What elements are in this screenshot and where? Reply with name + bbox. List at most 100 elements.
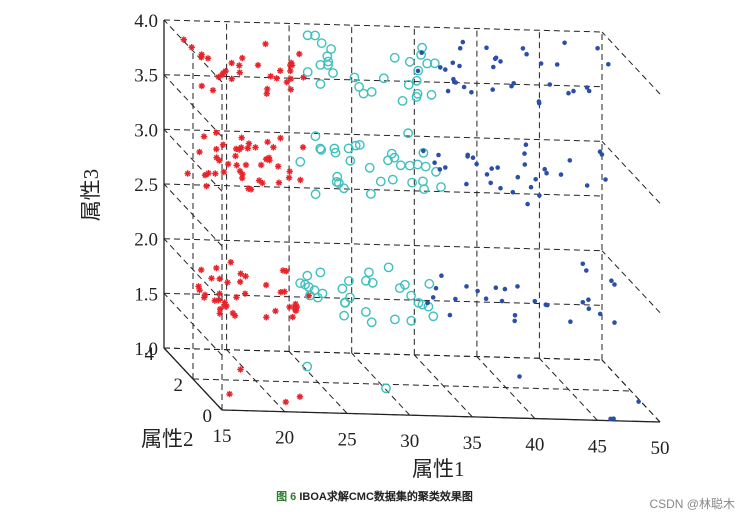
data-point — [558, 172, 564, 177]
data-point — [464, 284, 469, 289]
back-wall-grid-line — [163, 183, 603, 197]
data-point — [415, 68, 421, 74]
data-point — [411, 75, 422, 86]
data-point — [256, 177, 263, 184]
data-point — [262, 40, 269, 48]
data-point — [493, 285, 499, 291]
data-point — [490, 87, 496, 92]
data-point — [215, 297, 222, 304]
data-point — [403, 128, 413, 139]
data-point — [264, 138, 271, 146]
data-point — [245, 140, 253, 147]
data-point — [447, 312, 453, 318]
data-point — [365, 188, 376, 199]
data-point — [404, 56, 415, 67]
data-point — [464, 181, 469, 187]
data-point — [498, 59, 503, 64]
data-point — [483, 296, 489, 302]
data-point — [310, 30, 320, 41]
data-point — [220, 168, 227, 176]
data-point — [567, 158, 573, 163]
y-tick-label: 0 — [203, 406, 213, 427]
data-point — [349, 72, 360, 83]
z-tick-label: 4.0 — [134, 11, 158, 32]
z-axis-ticks: 1.0 1.5 2.0 2.5 3.0 3.5 4.0 — [134, 11, 158, 360]
data-point — [287, 67, 294, 75]
data-point — [201, 294, 208, 301]
z-tick-label: 2.0 — [134, 230, 158, 251]
data-point — [528, 184, 534, 190]
data-point — [297, 176, 304, 184]
data-point — [275, 163, 282, 170]
data-point — [554, 62, 560, 67]
data-point — [387, 174, 398, 185]
data-point — [488, 180, 494, 186]
data-point — [204, 55, 212, 62]
data-point — [460, 39, 466, 45]
x-tick-label: 45 — [588, 436, 607, 457]
left-wall-grid-line — [163, 292, 223, 356]
data-point — [200, 133, 208, 140]
data-point — [426, 89, 437, 100]
back-wall-grid-line — [163, 19, 603, 33]
data-point — [331, 176, 342, 187]
data-point — [184, 170, 191, 177]
data-point — [584, 268, 589, 273]
data-point — [451, 76, 456, 82]
data-point — [238, 134, 245, 141]
data-point — [417, 176, 428, 187]
data-point — [438, 65, 443, 70]
data-point — [517, 374, 522, 379]
data-point — [205, 170, 212, 177]
data-point — [489, 166, 495, 171]
data-point — [231, 312, 239, 319]
data-point — [287, 75, 295, 83]
data-point — [237, 270, 244, 277]
data-point — [566, 90, 571, 96]
y-axis-ticks: 024 — [145, 344, 213, 427]
data-point — [360, 306, 371, 317]
data-point — [315, 143, 326, 154]
x-tick-label: 30 — [400, 431, 419, 452]
data-point — [277, 67, 284, 74]
data-point — [453, 296, 458, 302]
grid-lines — [163, 19, 661, 423]
data-point — [300, 279, 310, 290]
data-point — [586, 306, 592, 312]
data-point — [270, 144, 277, 151]
data-point — [430, 295, 436, 300]
data-point — [239, 54, 246, 62]
data-point — [612, 282, 617, 287]
z-tick-label: 3.5 — [134, 66, 158, 87]
data-point — [366, 87, 377, 97]
data-point — [399, 279, 410, 290]
z-tick-label: 2.5 — [134, 175, 158, 196]
figure-caption-text: IBOA求解CMC数据集的聚类效果图 — [296, 491, 473, 503]
data-point — [219, 141, 227, 148]
data-point — [233, 162, 240, 169]
data-point — [484, 172, 490, 177]
data-point — [525, 201, 530, 207]
data-point — [389, 52, 400, 63]
data-point — [302, 270, 313, 281]
data-point — [354, 139, 365, 150]
data-point — [413, 297, 424, 308]
data-point — [419, 50, 425, 55]
data-point — [223, 302, 230, 310]
data-point — [603, 177, 608, 182]
data-point — [237, 278, 244, 285]
data-point — [612, 320, 617, 325]
data-point — [232, 152, 239, 160]
data-point — [188, 44, 195, 51]
z-tick-label: 3.0 — [134, 120, 158, 141]
left-wall-grid-line — [163, 183, 223, 247]
data-point — [330, 147, 341, 158]
right-wall-grid-line — [601, 359, 661, 423]
data-point — [383, 262, 394, 273]
x-axis-title: 属性1 — [412, 457, 465, 481]
data-point — [420, 161, 431, 172]
data-point — [580, 300, 586, 305]
data-point — [305, 292, 312, 299]
data-point — [595, 46, 600, 51]
floor-grid-line — [163, 347, 603, 361]
